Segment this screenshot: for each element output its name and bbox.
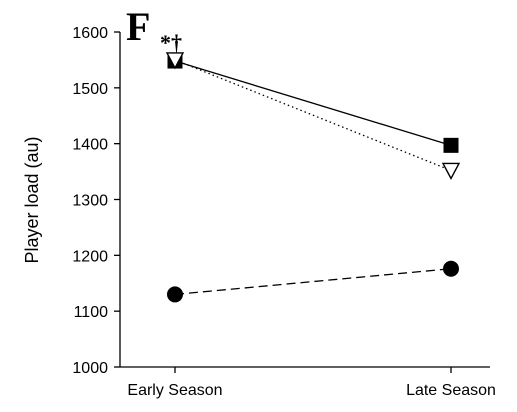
y-tick-label-1400: 1400 [72, 137, 108, 154]
y-tick-label-1300: 1300 [72, 193, 108, 210]
panel-label: F [126, 4, 150, 49]
series-1-point-2 [443, 137, 459, 153]
series-1-line [174, 60, 452, 146]
y-tick-label-1100: 1100 [74, 304, 109, 321]
series-3-point-2 [443, 260, 459, 277]
series-2-line [174, 59, 452, 172]
x-ticks: Early Season Late Season [127, 382, 496, 399]
series-3-line [174, 268, 452, 296]
series-2-point-1 [165, 52, 185, 70]
x-tick-label-late-season: Late Season [406, 382, 496, 399]
y-tick-label-1500: 1500 [72, 81, 108, 98]
y-tick-label-1200: 1200 [72, 248, 108, 265]
significance-annotation: *† [160, 30, 182, 55]
series-2-point-2 [441, 162, 461, 180]
y-tick-label-1600: 1600 [72, 25, 108, 42]
x-tick-label-early-season: Early Season [127, 382, 222, 399]
y-tick-label-1000: 1000 [72, 360, 108, 377]
series-layer [165, 52, 461, 303]
ticks-layer [114, 31, 452, 373]
y-axis-title: Player load (au) [22, 136, 42, 263]
y-ticks: 1000 1100 1200 1300 1400 1500 1600 [72, 25, 108, 377]
series-3-point-1 [167, 286, 183, 303]
